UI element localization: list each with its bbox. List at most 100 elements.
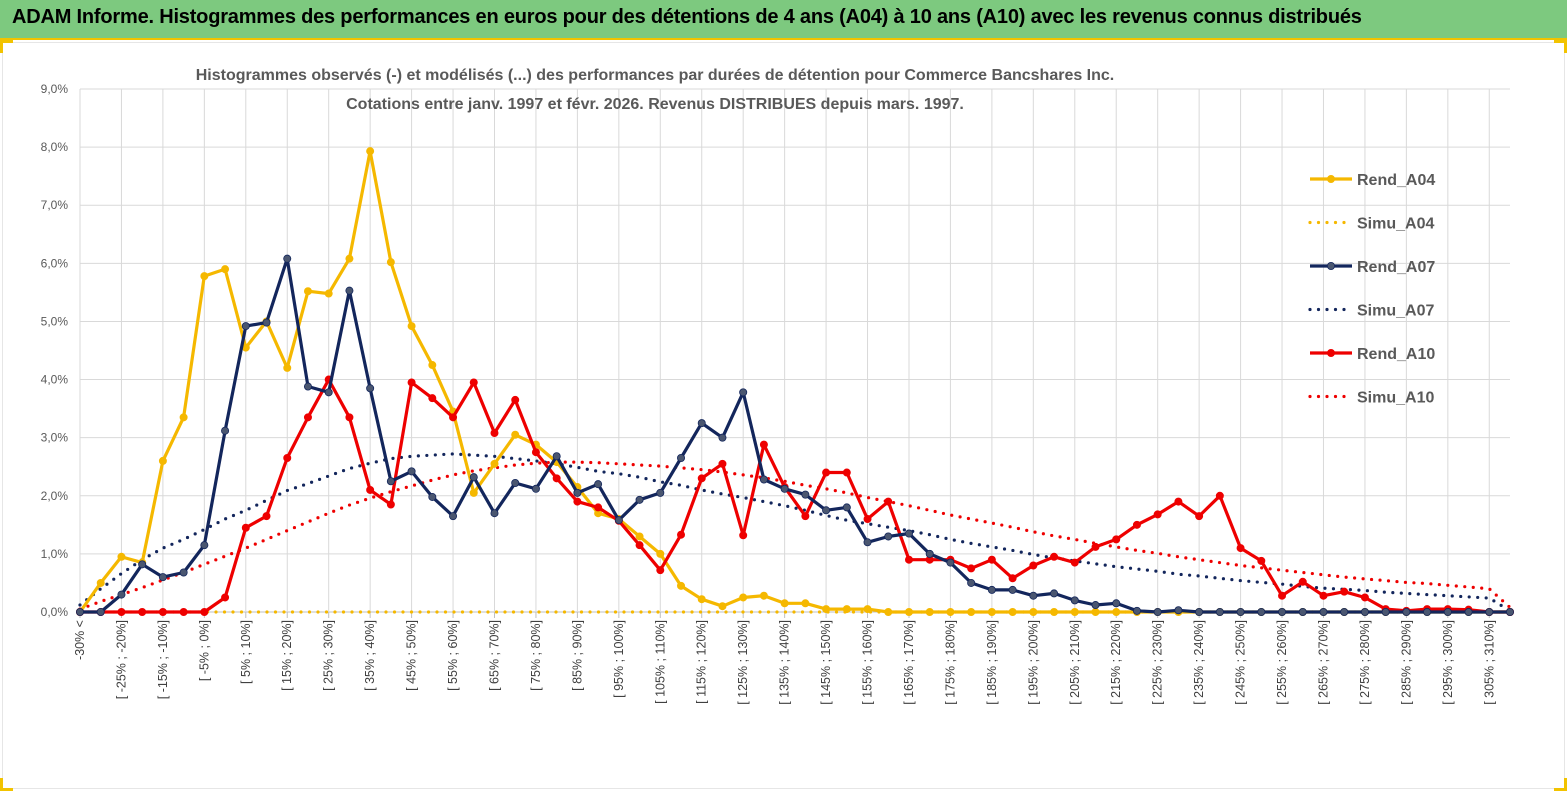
- x-tick-label: [ 55% ; 60%]: [446, 620, 460, 691]
- data-point: [1091, 601, 1100, 610]
- data-point: [1215, 608, 1224, 617]
- data-point: [345, 286, 354, 295]
- data-point: [1278, 608, 1287, 617]
- x-tick-label: [ 185% ; 190%]: [985, 620, 999, 705]
- data-point: [76, 608, 85, 617]
- data-point: [428, 492, 437, 501]
- data-point: [697, 595, 706, 604]
- data-point: [677, 581, 686, 590]
- corner-mark-top-left: [0, 40, 13, 53]
- data-point: [158, 573, 167, 582]
- data-point: [241, 523, 250, 532]
- legend-label: Rend_A07: [1357, 259, 1435, 276]
- chart-legend: Rend_A04 Simu_A04 Rend_A07 Simu_A07 Rend_A10…: [1308, 172, 1435, 407]
- data-point: [179, 413, 188, 422]
- data-point: [1340, 587, 1349, 596]
- y-tick-label: 1,0%: [41, 547, 69, 561]
- data-point: [386, 477, 395, 486]
- data-point: [1112, 599, 1121, 608]
- data-point: [200, 541, 209, 550]
- data-point: [842, 468, 851, 477]
- legend-label: Rend_A10: [1357, 346, 1435, 363]
- data-point: [407, 322, 416, 331]
- series-line: [78, 149, 1510, 614]
- chart-frame: [2, 42, 1565, 789]
- x-tick-label: [ 265% ; 270%]: [1316, 620, 1330, 705]
- x-tick-label: [ 135% ; 140%]: [778, 620, 792, 705]
- data-point: [469, 378, 478, 387]
- data-point: [884, 497, 893, 506]
- data-point: [759, 591, 768, 600]
- x-tick-label: [ 235% ; 240%]: [1192, 620, 1206, 705]
- data-point: [345, 254, 354, 263]
- series-rend-a07: [76, 254, 1515, 617]
- data-point: [780, 484, 789, 493]
- x-tick-label: [ -15% ; -10%]: [156, 620, 170, 699]
- data-point: [428, 361, 437, 370]
- y-tick-label: 3,0%: [41, 431, 69, 445]
- data-point: [884, 532, 893, 541]
- x-tick-label: [ 205% ; 210%]: [1068, 620, 1082, 705]
- data-point: [1423, 608, 1432, 617]
- data-point: [925, 549, 934, 558]
- data-point: [1174, 606, 1183, 615]
- series-rend-a04: [76, 147, 1515, 617]
- legend-label: Simu_A10: [1357, 390, 1434, 407]
- x-tick-label: [ 155% ; 160%]: [861, 620, 875, 705]
- data-point: [1070, 596, 1079, 605]
- data-point: [1236, 544, 1245, 553]
- data-point: [1381, 608, 1390, 617]
- x-tick-label: [ 275% ; 280%]: [1358, 620, 1372, 705]
- data-point: [1091, 542, 1100, 551]
- data-point: [718, 602, 727, 611]
- data-point: [345, 413, 354, 422]
- y-tick-label: 9,0%: [41, 82, 69, 96]
- data-point: [1029, 591, 1038, 600]
- x-tick-label: [ 15% ; 20%]: [280, 620, 294, 691]
- x-tick-label: [ 165% ; 170%]: [902, 620, 916, 705]
- data-point: [718, 459, 727, 468]
- series-line: [78, 452, 1512, 613]
- data-point: [863, 538, 872, 547]
- legend-item-rend-a04: Rend_A04: [1310, 172, 1435, 189]
- data-point: [1506, 608, 1515, 617]
- data-point: [324, 388, 333, 397]
- data-point: [573, 497, 582, 506]
- data-point: [987, 585, 996, 594]
- data-point: [117, 590, 126, 599]
- data-point: [1443, 608, 1452, 617]
- data-point: [739, 593, 748, 602]
- data-point: [759, 475, 768, 484]
- legend-marker: [1327, 261, 1336, 270]
- data-point: [1132, 606, 1141, 615]
- x-tick-label: [ 115% ; 120%]: [695, 620, 709, 704]
- data-point: [822, 605, 831, 614]
- data-point: [1360, 608, 1369, 617]
- x-tick-label: [ 5% ; 10%]: [239, 620, 253, 684]
- corner-mark-bottom-left: [0, 778, 13, 791]
- data-point: [1257, 608, 1266, 617]
- data-point: [946, 608, 955, 617]
- data-point: [635, 532, 644, 541]
- data-point: [759, 440, 768, 449]
- data-point: [449, 512, 458, 521]
- data-point: [531, 484, 540, 493]
- data-point: [884, 608, 893, 617]
- legend-label: Rend_A04: [1357, 172, 1435, 189]
- data-point: [1029, 608, 1038, 617]
- x-tick-label: [ 195% ; 200%]: [1026, 620, 1040, 705]
- data-point: [386, 258, 395, 267]
- data-point: [967, 608, 976, 617]
- data-point: [179, 568, 188, 577]
- data-point: [138, 608, 147, 617]
- x-tick-label: [ 175% ; 180%]: [943, 620, 957, 705]
- x-tick-label: [ 255% ; 260%]: [1275, 620, 1289, 705]
- data-point: [262, 318, 271, 327]
- y-tick-label: 0,0%: [41, 605, 69, 619]
- data-point: [718, 433, 727, 442]
- data-point: [179, 608, 188, 617]
- data-point: [1070, 558, 1079, 567]
- data-point: [283, 454, 292, 463]
- data-point: [1464, 608, 1473, 617]
